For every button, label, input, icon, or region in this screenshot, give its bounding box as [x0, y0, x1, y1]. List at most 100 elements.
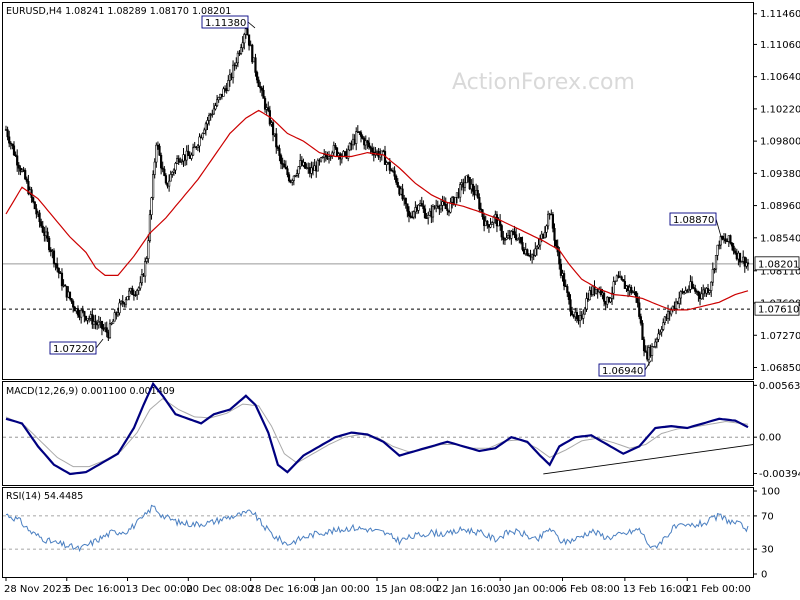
candle-body	[422, 205, 425, 210]
candle-body	[164, 175, 168, 184]
rsi-tick-label: 100	[761, 487, 780, 498]
support-line-label: 1.07610	[758, 305, 799, 316]
candle-body	[147, 240, 150, 259]
candle-body	[467, 175, 470, 178]
candle-body	[513, 231, 516, 235]
candle-body	[660, 329, 663, 333]
candle-body	[246, 28, 249, 36]
candle-body	[171, 171, 174, 175]
candle-body	[666, 311, 670, 319]
candle-body	[543, 231, 547, 239]
annotation-box	[201, 15, 249, 29]
candle-body	[588, 290, 591, 301]
candle-body	[567, 292, 570, 300]
candle-body	[124, 299, 128, 305]
candle-body	[510, 231, 513, 239]
rsi-tick-label: 0	[761, 570, 767, 581]
candle-body	[401, 188, 404, 200]
candle-body	[153, 161, 156, 175]
candle-body	[83, 311, 86, 317]
candle-body	[267, 107, 270, 111]
candle-body	[161, 167, 164, 170]
candle-body	[72, 301, 75, 308]
candle-body	[40, 221, 43, 227]
candle-body	[108, 323, 112, 339]
candle-body	[118, 302, 121, 314]
price-tick-label: 1.11460	[760, 9, 800, 20]
rsi-line	[5, 504, 749, 553]
candle-body	[476, 190, 479, 198]
candle-body	[644, 350, 647, 353]
candle-body	[489, 224, 492, 228]
candle-body	[235, 62, 238, 66]
candle-body	[491, 222, 494, 225]
x-tick-label: 20 Dec 08:00	[186, 584, 253, 595]
candle-body	[88, 317, 91, 320]
candle-body	[526, 249, 529, 256]
candle-body	[714, 255, 718, 270]
annotation-box	[49, 341, 97, 355]
candle-body	[486, 220, 489, 225]
candle-body	[634, 291, 638, 298]
candle-body	[169, 174, 172, 182]
candle-body	[260, 87, 263, 91]
candle-body	[243, 34, 246, 44]
candle-body	[615, 275, 618, 282]
annotation-box	[598, 363, 646, 377]
macd-panel	[2, 381, 754, 486]
candle-body	[97, 321, 100, 326]
candle-body	[190, 154, 193, 159]
candle-body	[367, 142, 371, 148]
x-tick-label: 21 Feb 00:00	[685, 584, 751, 595]
candle-body	[33, 201, 36, 210]
candle-body	[569, 299, 572, 312]
candle-body	[692, 286, 695, 289]
candle-body	[519, 237, 523, 243]
support-line-tag	[754, 301, 800, 316]
candle-body	[158, 145, 161, 156]
candle-body	[558, 251, 561, 265]
candle-body	[534, 248, 537, 256]
candle-body	[371, 147, 374, 153]
candle-body	[383, 151, 387, 165]
candle-body	[121, 300, 124, 304]
candle-body	[521, 242, 524, 250]
candle-body	[180, 160, 184, 163]
candle-body	[468, 177, 471, 190]
candle-body	[187, 150, 190, 157]
candle-body	[612, 281, 615, 294]
rsi-tick-label: 70	[761, 511, 774, 522]
candle-body	[505, 237, 508, 240]
candle-body	[388, 162, 391, 171]
rsi-line	[5, 504, 749, 553]
price-moving-average	[5, 109, 749, 311]
candle-body	[641, 322, 644, 340]
candle-body	[500, 225, 503, 238]
candle-body	[730, 242, 734, 247]
candle-body	[35, 208, 38, 215]
candle-body	[179, 161, 182, 163]
candle-body	[148, 214, 152, 242]
candle-body	[359, 132, 363, 137]
candle-body	[276, 146, 279, 149]
candle-body	[369, 146, 372, 149]
x-tick-label: 28 Dec 16:00	[249, 584, 316, 595]
candle-body	[172, 169, 176, 173]
candle-body	[247, 34, 251, 46]
candle-body	[16, 155, 19, 166]
candle-body	[499, 220, 502, 226]
annotation-label: 1.11380	[205, 18, 246, 29]
candle-body	[134, 294, 137, 296]
candle-body	[279, 155, 283, 164]
candle-body	[655, 338, 658, 343]
candle-body	[17, 164, 20, 169]
candle-body	[14, 154, 17, 157]
candle-body	[145, 258, 148, 262]
candle-body	[463, 182, 467, 188]
candle-body	[206, 120, 209, 125]
candle-body	[553, 228, 556, 241]
candle-body	[420, 203, 423, 207]
candle-body	[278, 148, 281, 156]
candle-body	[68, 291, 72, 299]
candle-body	[570, 310, 574, 316]
